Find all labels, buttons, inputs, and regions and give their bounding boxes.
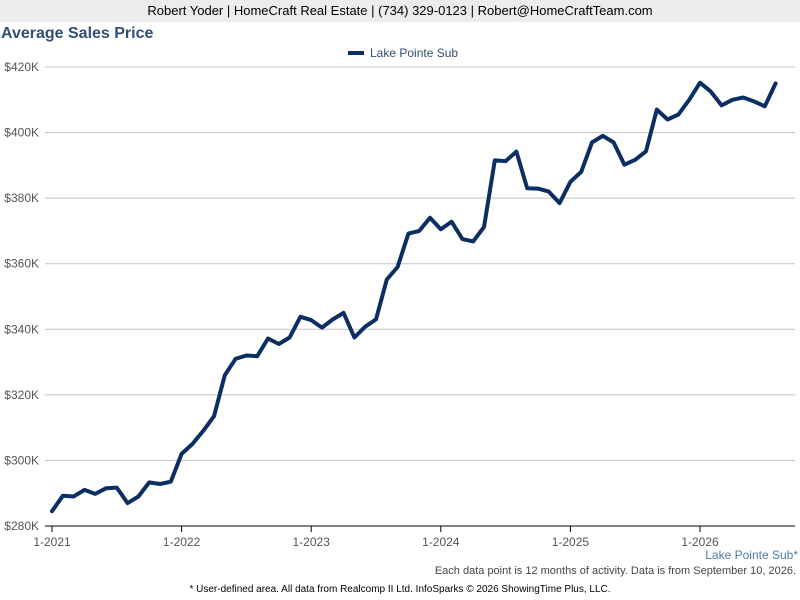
x-tick-label: 1-2026: [681, 535, 719, 549]
y-tick-label: $360K: [4, 257, 39, 271]
chart-legend: Lake Pointe Sub: [348, 46, 458, 60]
contact-header: Robert Yoder | HomeCraft Real Estate | (…: [0, 0, 800, 22]
y-tick-label: $280K: [4, 519, 39, 533]
x-tick-label: 1-2024: [422, 535, 460, 549]
x-tick-label: 1-2022: [163, 535, 201, 549]
x-tick-label: 1-2021: [33, 535, 71, 549]
legend-swatch: [348, 51, 364, 55]
y-tick-label: $320K: [4, 388, 39, 402]
area-label[interactable]: Lake Pointe Sub*: [705, 548, 798, 562]
y-tick-label: $420K: [4, 60, 39, 74]
data-note: Each data point is 12 months of activity…: [434, 565, 796, 577]
y-tick-label: $340K: [4, 322, 39, 336]
chart-title: Average Sales Price: [1, 25, 154, 42]
legend-label: Lake Pointe Sub: [370, 46, 459, 60]
x-tick-label: 1-2025: [552, 535, 590, 549]
y-tick-label: $400K: [4, 126, 39, 140]
y-tick-label: $300K: [4, 453, 39, 467]
series-line: [50, 80, 778, 514]
x-tick-label: 1-2023: [293, 535, 331, 549]
y-tick-label: $380K: [4, 191, 39, 205]
footer-disclaimer: * User-defined area. All data from Realc…: [189, 584, 611, 595]
